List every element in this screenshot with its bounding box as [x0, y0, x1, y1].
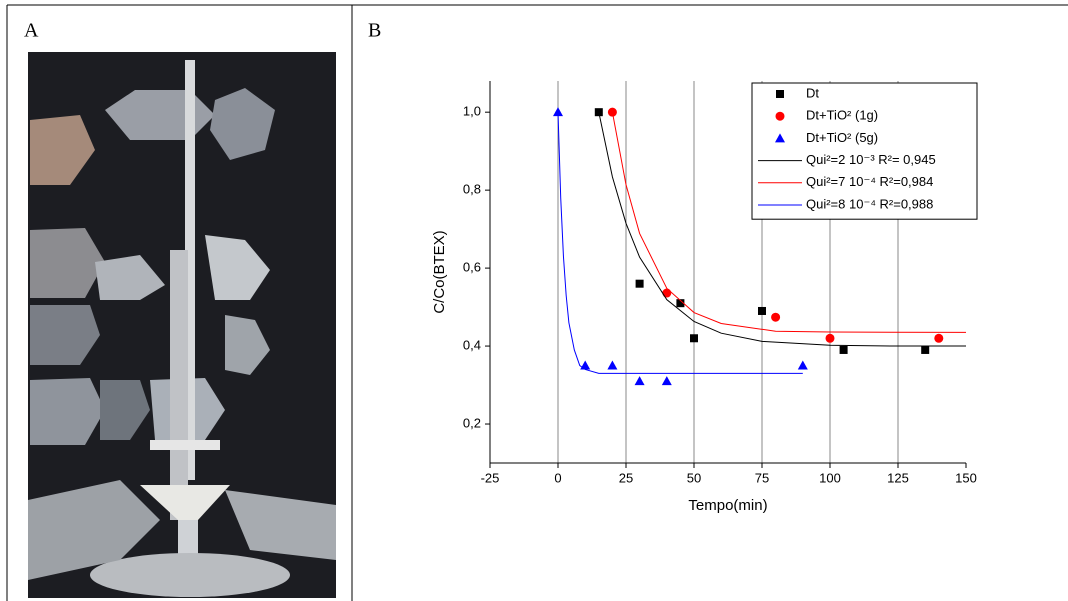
- point: [921, 345, 930, 354]
- point: [661, 376, 672, 386]
- point: [839, 345, 848, 354]
- point: [676, 299, 685, 308]
- point: [634, 376, 645, 386]
- y-axis-label: C/Co(BTEX): [431, 230, 448, 313]
- point: [580, 360, 591, 370]
- legend-box: [751, 82, 978, 220]
- point: [797, 360, 808, 370]
- x-tick-label: 100: [819, 470, 841, 485]
- legend-label: Qui²=8 10⁻⁴ R²=0,988: [806, 196, 933, 211]
- y-tick-label: 1,0: [463, 104, 481, 119]
- panel-label: A: [24, 20, 39, 42]
- point: [758, 306, 766, 315]
- fit-line: [557, 112, 803, 374]
- point: [607, 360, 618, 370]
- x-axis-label: Tempo(min): [688, 497, 767, 514]
- x-tick-label: 50: [687, 470, 701, 485]
- y-tick-label: 0,2: [463, 415, 481, 430]
- y-tick-label: 0,6: [463, 260, 481, 275]
- panel-label: B: [368, 20, 381, 42]
- x-tick-label: 125: [887, 470, 909, 485]
- fit-line: [598, 112, 966, 347]
- point: [690, 334, 698, 343]
- legend-swatch: [775, 133, 785, 143]
- legend-swatch: [776, 90, 784, 98]
- point: [771, 312, 781, 322]
- legend-label: Dt+TiO² (5g): [806, 130, 878, 145]
- photo: [28, 52, 336, 598]
- point: [553, 107, 563, 117]
- x-tick-label: 0: [554, 470, 561, 485]
- x-tick-label: 75: [755, 470, 769, 485]
- legend-swatch: [775, 111, 785, 121]
- fit-line: [611, 112, 967, 333]
- x-tick-label: 150: [955, 470, 977, 485]
- point: [825, 333, 835, 343]
- x-tick-label: -25: [481, 470, 500, 485]
- legend-label: Dt+TiO² (1g): [806, 108, 878, 123]
- point: [635, 279, 644, 288]
- point: [934, 333, 944, 343]
- legend-label: Dt: [806, 85, 819, 100]
- y-tick-label: 0,4: [463, 337, 481, 352]
- y-tick-label: 0,8: [463, 182, 481, 197]
- legend-label: Qui²=7 10⁻⁴ R²=0,984: [806, 174, 933, 189]
- legend-label: Qui²=2 10⁻³ R²= 0,945: [806, 152, 936, 167]
- x-tick-label: 25: [619, 470, 633, 485]
- point: [662, 288, 672, 298]
